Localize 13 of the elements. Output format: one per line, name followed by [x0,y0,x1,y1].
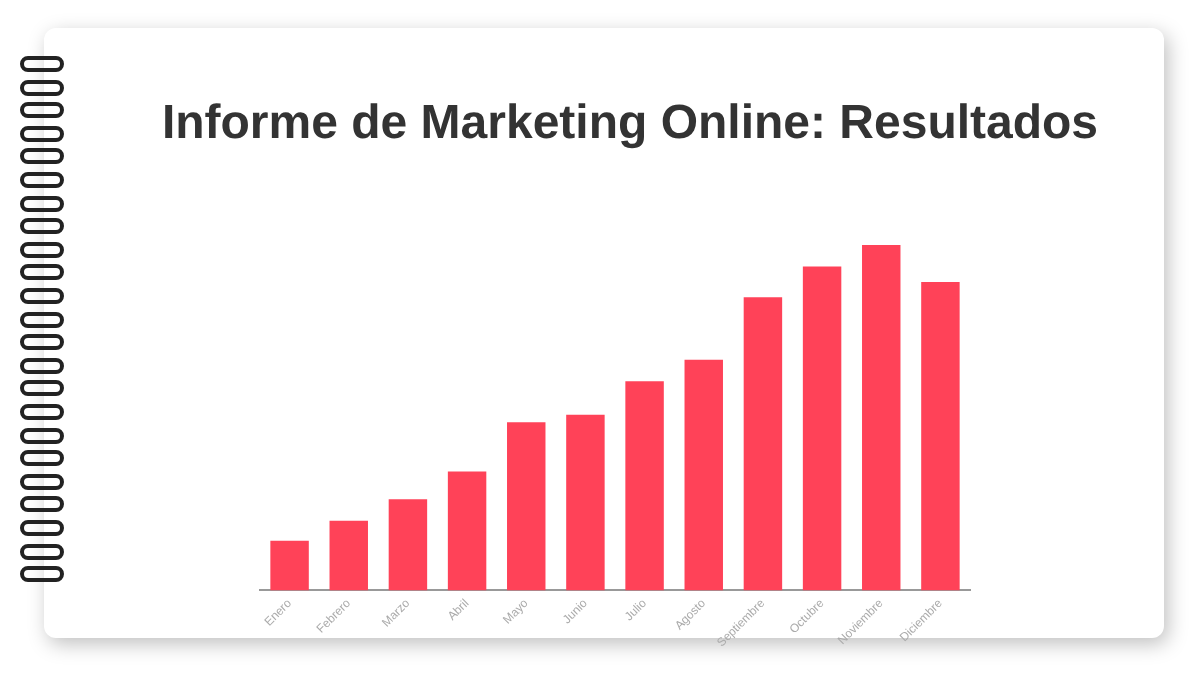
bar [329,520,368,591]
bar [270,540,309,591]
bar [388,499,428,591]
bar [684,359,723,591]
bar [921,282,960,591]
bar [802,266,842,591]
bar [743,297,783,591]
bar [447,471,487,591]
bar [862,245,901,591]
bar [566,414,605,591]
bar [625,381,664,591]
chart-title: Informe de Marketing Online: Resultados [159,96,1101,152]
bar [507,422,546,591]
